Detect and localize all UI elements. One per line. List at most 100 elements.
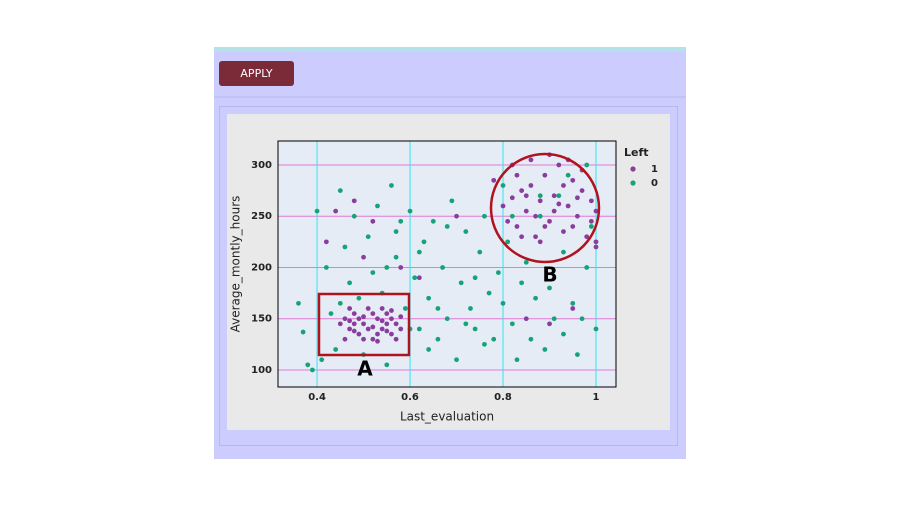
point xyxy=(528,183,534,188)
point xyxy=(421,239,427,245)
point xyxy=(351,213,357,219)
top-strip xyxy=(214,47,686,52)
point xyxy=(342,244,348,250)
point xyxy=(416,249,422,255)
point xyxy=(356,295,362,301)
point xyxy=(426,295,432,301)
point xyxy=(537,239,543,245)
point xyxy=(328,311,334,317)
point xyxy=(351,198,357,204)
point xyxy=(407,208,413,214)
point xyxy=(537,213,543,219)
point xyxy=(505,239,511,245)
point xyxy=(361,314,366,320)
apply-label[interactable]: APPLY xyxy=(240,67,272,80)
point xyxy=(305,362,311,368)
point xyxy=(412,275,418,281)
point xyxy=(389,331,394,337)
point xyxy=(416,326,422,332)
point xyxy=(342,336,348,342)
point xyxy=(323,239,329,245)
point xyxy=(454,357,459,363)
point xyxy=(500,300,506,306)
point xyxy=(347,318,352,324)
point xyxy=(389,308,394,313)
point xyxy=(402,306,408,311)
point xyxy=(323,265,329,270)
point xyxy=(584,234,590,240)
point xyxy=(365,326,371,332)
point xyxy=(523,208,529,214)
point xyxy=(398,218,404,224)
point xyxy=(519,280,525,286)
point xyxy=(426,347,432,352)
point xyxy=(375,338,380,344)
point xyxy=(337,188,343,194)
point xyxy=(375,316,380,322)
point xyxy=(537,193,543,199)
point xyxy=(333,347,339,352)
point xyxy=(547,285,552,291)
apply-button[interactable] xyxy=(219,61,294,86)
point xyxy=(491,177,497,183)
point xyxy=(542,224,548,229)
point xyxy=(575,352,580,358)
point xyxy=(463,229,469,235)
legend-label: 0 xyxy=(651,178,658,189)
point xyxy=(379,318,385,324)
point xyxy=(482,341,487,347)
point xyxy=(361,336,366,342)
point xyxy=(551,208,557,214)
point xyxy=(393,229,399,235)
point xyxy=(365,234,371,240)
point xyxy=(537,198,543,204)
point xyxy=(393,254,399,260)
point xyxy=(379,306,385,311)
point xyxy=(505,218,511,224)
point xyxy=(351,321,357,327)
point xyxy=(579,316,585,322)
point xyxy=(454,213,459,219)
point xyxy=(542,347,548,352)
point xyxy=(509,213,515,219)
point xyxy=(491,336,497,342)
point xyxy=(547,321,552,327)
point xyxy=(570,177,576,183)
y-tick-label: 250 xyxy=(251,211,272,222)
point xyxy=(593,239,599,245)
point xyxy=(384,311,390,317)
point xyxy=(477,249,483,255)
point xyxy=(588,224,594,229)
legend-marker xyxy=(630,180,636,186)
point xyxy=(398,314,404,320)
y-tick-label: 300 xyxy=(251,160,272,171)
point xyxy=(588,198,594,204)
point xyxy=(519,188,525,194)
annotation: A xyxy=(357,357,373,381)
point xyxy=(370,311,376,317)
point xyxy=(519,234,525,240)
point xyxy=(533,234,538,240)
point xyxy=(370,336,376,342)
point xyxy=(449,198,455,204)
point xyxy=(393,321,399,327)
point xyxy=(570,300,576,306)
point xyxy=(435,336,441,342)
point xyxy=(509,195,515,201)
point xyxy=(365,306,371,311)
point xyxy=(440,265,445,270)
point xyxy=(565,203,571,209)
plot-area xyxy=(278,141,616,387)
point xyxy=(416,275,422,281)
point xyxy=(584,265,590,270)
point xyxy=(463,321,469,327)
point xyxy=(561,183,566,188)
point xyxy=(482,213,487,219)
point xyxy=(542,172,548,178)
point xyxy=(314,208,320,214)
x-tick-label: 0.6 xyxy=(401,392,419,403)
point xyxy=(495,270,501,276)
point xyxy=(551,316,557,322)
